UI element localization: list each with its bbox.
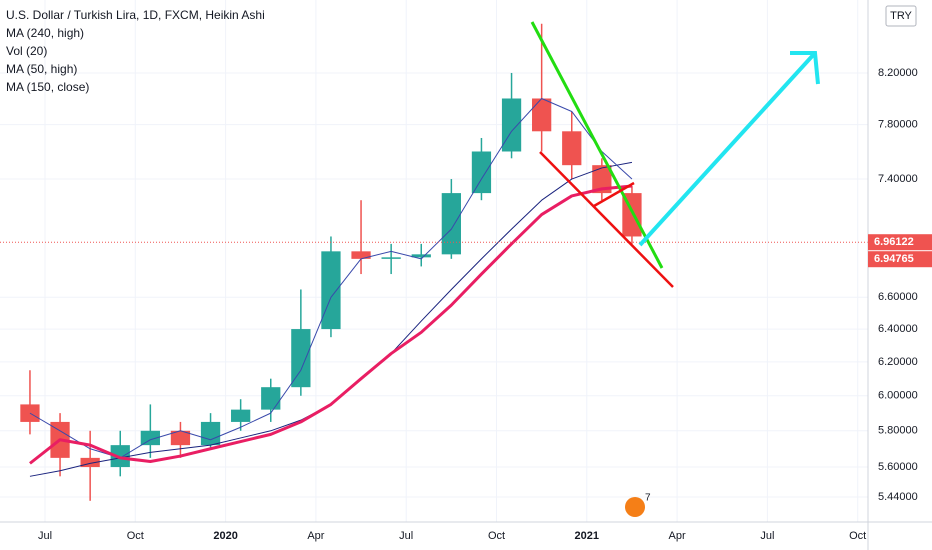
x-tick-label: Apr bbox=[669, 530, 686, 542]
candle-body bbox=[351, 251, 371, 259]
legend: MA (240, high) Vol (20) MA (50, high) MA (1… bbox=[6, 26, 89, 94]
y-tick-label: 5.80000 bbox=[878, 425, 918, 437]
chart-title: U.S. Dollar / Turkish Lira, 1D, FXCM, He… bbox=[6, 8, 265, 22]
candle-body bbox=[200, 421, 221, 446]
candle-body bbox=[110, 445, 130, 468]
price-label: 6.94765 bbox=[874, 253, 914, 265]
y-tick-label: 6.00000 bbox=[878, 390, 918, 402]
price-label: 6.96122 bbox=[874, 236, 914, 248]
x-tick-label: Jul bbox=[399, 530, 413, 542]
candle-body bbox=[80, 457, 100, 468]
arrow-head bbox=[790, 51, 820, 85]
trend-line bbox=[530, 21, 664, 269]
y-tick-label: 6.60000 bbox=[878, 291, 918, 303]
candle-body bbox=[291, 329, 311, 388]
ma-line bbox=[29, 97, 633, 459]
x-tick-label: Apr bbox=[307, 530, 324, 542]
y-tick-label: 5.60000 bbox=[878, 461, 918, 473]
candle-body bbox=[441, 193, 461, 255]
y-tick-label: 7.40000 bbox=[878, 173, 918, 185]
x-tick-label: 2020 bbox=[213, 530, 237, 542]
y-tick-label: 6.20000 bbox=[878, 356, 918, 368]
candle-body bbox=[140, 430, 160, 446]
legend-entry: MA (150, close) bbox=[6, 80, 89, 94]
badge-icon[interactable] bbox=[625, 497, 645, 517]
candle-body bbox=[562, 131, 582, 166]
x-tick-label: 2021 bbox=[575, 530, 599, 542]
candle-body bbox=[471, 151, 492, 194]
candle-body bbox=[501, 98, 522, 152]
candle-body bbox=[170, 430, 191, 446]
x-tick-label: Oct bbox=[127, 530, 144, 542]
plot bbox=[0, 23, 868, 501]
x-tick-label: Oct bbox=[488, 530, 505, 542]
price-label-box bbox=[868, 234, 932, 251]
x-tick-label: Oct bbox=[849, 530, 866, 542]
trend-line bbox=[539, 151, 674, 288]
candle-body bbox=[532, 98, 552, 132]
candle-body bbox=[592, 165, 612, 194]
legend-entry: Vol (20) bbox=[6, 44, 47, 58]
x-tick-label: Jul bbox=[38, 530, 52, 542]
ma-line bbox=[29, 184, 633, 465]
x-tick-label: Jul bbox=[760, 530, 774, 542]
candle-body bbox=[411, 254, 431, 258]
candle-body bbox=[231, 409, 251, 422]
trend-line bbox=[593, 181, 635, 208]
price-label-box bbox=[868, 251, 932, 268]
y-tick-label: 6.40000 bbox=[878, 323, 918, 335]
y-tick-label: 8.20000 bbox=[878, 67, 918, 79]
arrow bbox=[638, 51, 817, 247]
candle-body bbox=[381, 257, 401, 259]
badge[interactable]: 7 bbox=[645, 493, 651, 504]
legend-entry: MA (240, high) bbox=[6, 26, 84, 40]
currency-box[interactable] bbox=[885, 5, 917, 27]
legend-entry: MA (50, high) bbox=[6, 62, 77, 76]
y-tick-label: 5.44000 bbox=[878, 491, 918, 503]
axis-labels: 5.44000 5.60000 5.80000 6.00000 6.20000 6.400… bbox=[38, 67, 932, 542]
y-tick-label: 7.80000 bbox=[878, 119, 918, 131]
candle-body bbox=[261, 387, 281, 410]
currency[interactable]: TRY bbox=[890, 10, 912, 22]
candle-body bbox=[321, 251, 341, 330]
